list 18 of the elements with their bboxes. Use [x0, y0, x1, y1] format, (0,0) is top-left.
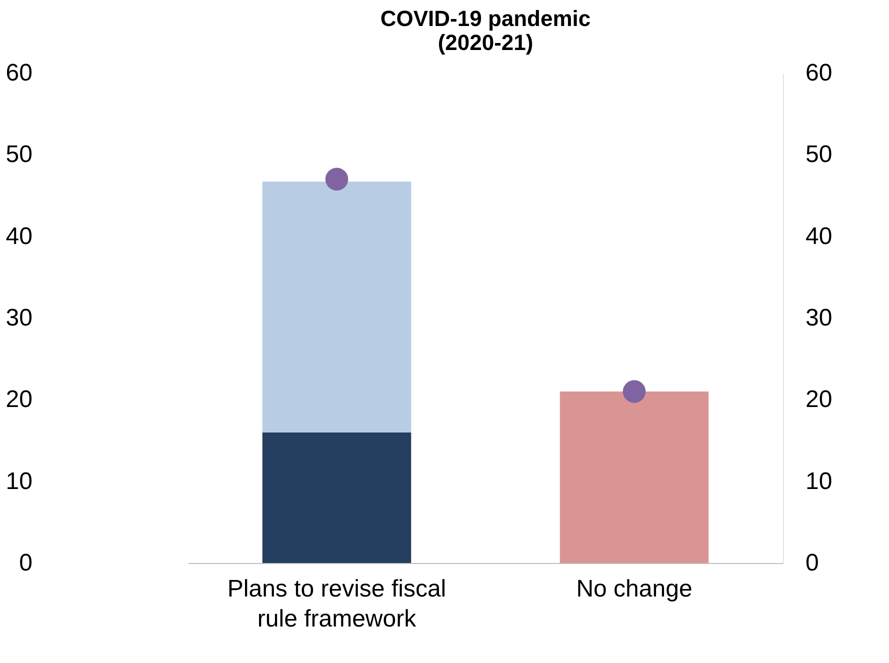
y-tick-label: 0 [19, 550, 32, 576]
y2-tick-label: 30 [806, 304, 832, 332]
y2-tick-label: 40 [806, 222, 832, 250]
x-tick-label: No change [576, 576, 692, 602]
text: COVID-19 pandemic [380, 6, 591, 31]
y-tick-label: 40 [6, 222, 32, 250]
y-tick-label: 60 [6, 60, 32, 86]
y2-tick-label: 50 [806, 141, 832, 168]
y2-tick-label: 60 [806, 60, 832, 86]
x-tick-label: Plans to revise fiscal rule framework [227, 576, 446, 632]
y2-tick-label: 0 [806, 550, 819, 576]
y2-tick-label: 10 [806, 468, 832, 495]
text: (2020-21) [438, 30, 534, 55]
y-tick-label: 10 [6, 468, 32, 495]
y-tick-label: 30 [6, 304, 32, 332]
y-tick-label: 50 [6, 141, 32, 168]
y-tick-label: 20 [6, 386, 32, 414]
y2-tick-label: 20 [806, 386, 832, 414]
